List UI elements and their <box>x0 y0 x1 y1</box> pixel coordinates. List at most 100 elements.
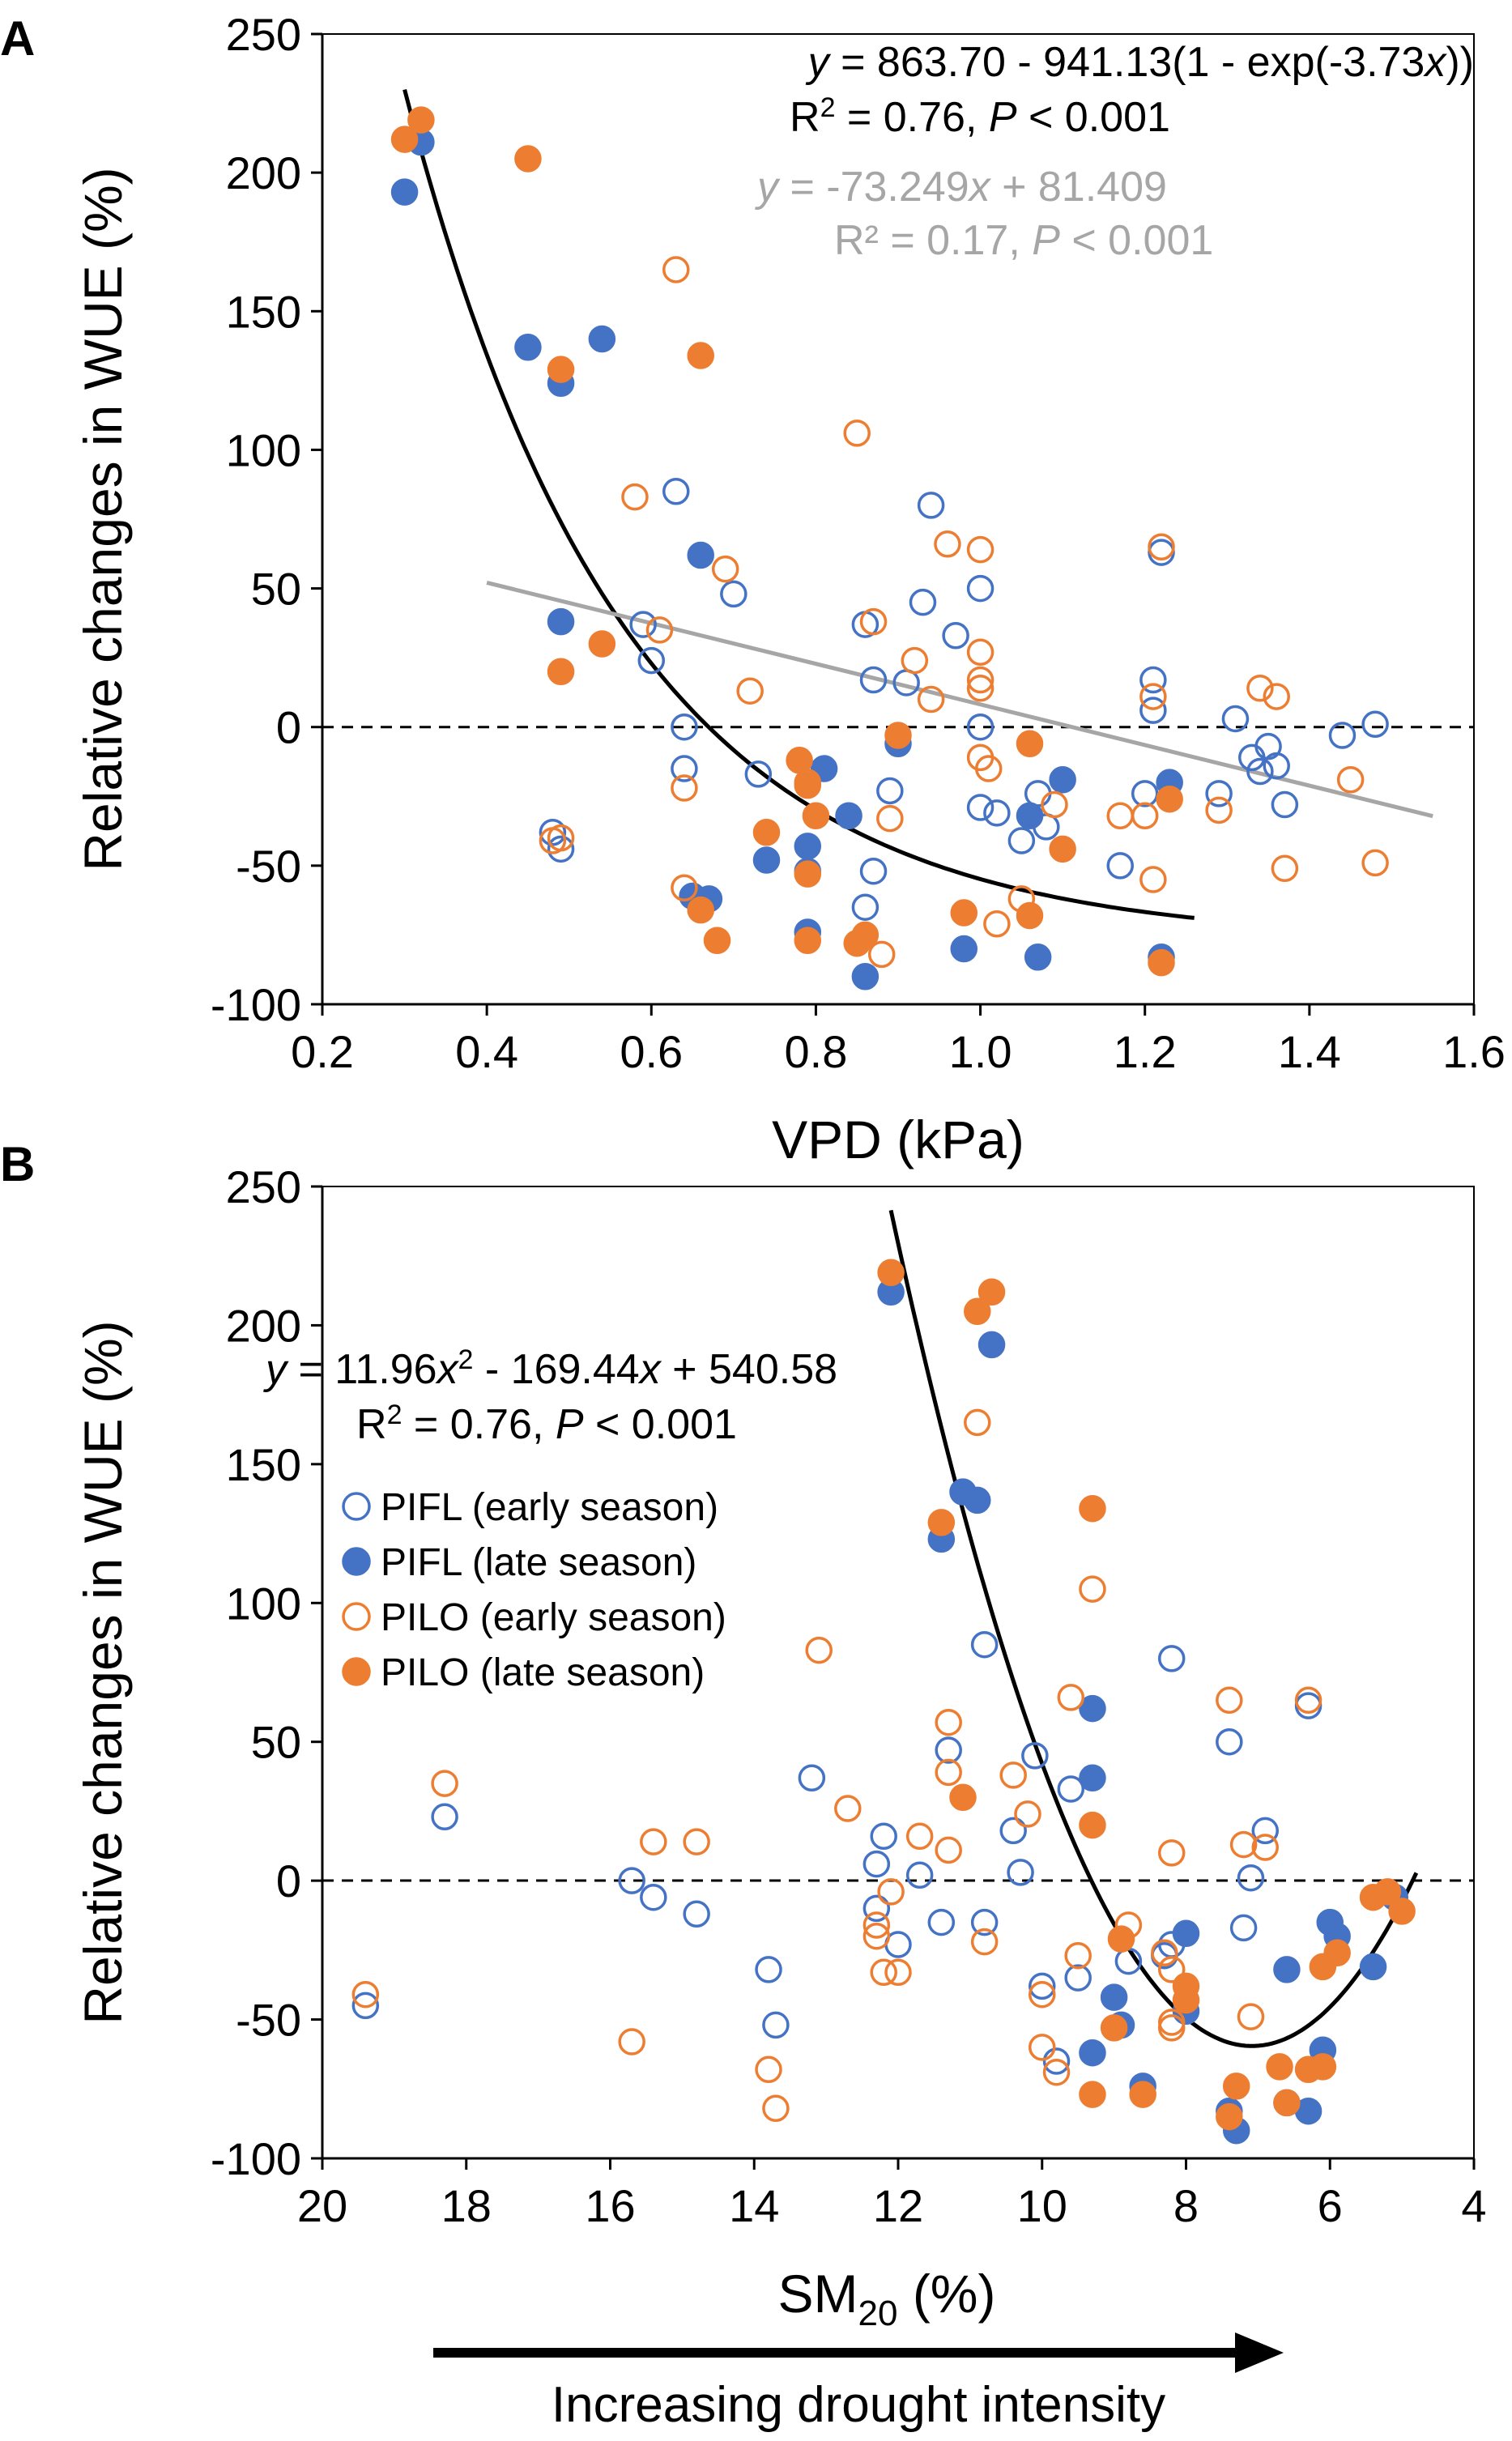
panel-a-x-tick-label: 1.6 <box>1442 1026 1506 1077</box>
panel-b-x-tick-label: 18 <box>441 2180 492 2231</box>
legend-marker-pifl-late <box>342 1547 371 1576</box>
panel-a-point-pifl-late <box>835 802 862 829</box>
panel-b-point-pilo-early <box>935 1758 962 1787</box>
panel-b-point-pilo-early <box>1057 1684 1085 1711</box>
panel-b-point-pilo-early <box>935 1836 962 1864</box>
panel-a-point-pilo-early <box>1271 854 1299 883</box>
panel-b-point-pifl-early <box>798 1764 826 1792</box>
panel-a-point-pilo-early <box>1205 796 1233 824</box>
panel-a-x-tick-label: 1.0 <box>949 1026 1012 1077</box>
panel-b-fits <box>888 1209 1419 2048</box>
panel-a-point-pilo-early <box>966 638 995 667</box>
panel-b-point-pilo-early <box>1064 1941 1092 1970</box>
panel-a-point-pilo-late <box>407 106 435 134</box>
panel-a-point-pifl-late <box>950 935 978 963</box>
panel-a-point-pilo-late <box>687 896 714 924</box>
panel-b-y-tick-label: -50 <box>236 1995 301 2046</box>
panel-b-point-pilo-late <box>1079 1811 1106 1839</box>
panel-a-point-pifl-early <box>1106 852 1134 880</box>
panel-b-point-pifl-early <box>1064 1964 1092 1992</box>
panel-a-point-pifl-early <box>1328 722 1357 749</box>
panel-b-ticks: 20 18 16 14 12 10 8 6 4 -100 -50 0 50 100 150 200 250 <box>211 1161 1487 2231</box>
panel-b-y-tick-label: 200 <box>226 1300 301 1351</box>
panel-a-point-pilo-late <box>794 771 822 799</box>
panel-b-x-tick-label: 8 <box>1173 2180 1199 2231</box>
panel-b-point-pilo-early <box>884 1958 912 1987</box>
panel-b-point-pifl-early <box>870 1822 897 1851</box>
panel-a-equation-linear: y = -73.249x + 81.409 <box>755 164 1167 211</box>
panel-b-y-tick-label: 150 <box>226 1439 301 1490</box>
panel-a-point-pilo-early <box>671 774 698 802</box>
panel-a-point-pilo-early <box>966 535 995 564</box>
panel-a-point-pifl-early <box>966 574 995 603</box>
panel-a-plot: 0.2 0.4 0.6 0.8 1.0 1.2 1.4 1.6 -100 -50 0 50 100 150… <box>211 9 1506 1077</box>
panel-a-point-pifl-late <box>390 178 419 206</box>
panel-b-quadratic-fit-line <box>888 1209 1419 2048</box>
panel-a-point-pilo-early <box>1361 849 1389 877</box>
panel-b-x-tick-label: 4 <box>1461 2180 1486 2231</box>
panel-b-point-pilo-early <box>1079 1575 1106 1603</box>
panel-a-point-pifl-early <box>966 794 995 821</box>
panel-b-point-pilo-late <box>1388 1898 1416 1925</box>
panel-a-point-pilo-late <box>547 356 575 383</box>
panel-b-point-pilo-early <box>1216 1686 1243 1715</box>
panel-b-point-pifl-late <box>1100 1983 1128 2011</box>
panel-b-point-pifl-early <box>1007 1859 1034 1886</box>
panel-b-point-pilo-late <box>1129 2081 1156 2108</box>
panel-b-point-pilo-late <box>1309 2053 1337 2081</box>
panel-a-point-pifl-early <box>671 713 698 741</box>
panel-a-point-pifl-early <box>859 857 888 885</box>
panel-a-point-pifl-early <box>1131 780 1159 807</box>
panel-a-point-pilo-late <box>1049 835 1076 863</box>
panel-a-point-pifl-early <box>983 799 1011 827</box>
panel-a-point-pifl-early <box>1238 743 1266 772</box>
panel-b-point-pifl-early <box>905 1861 934 1889</box>
panel-b-x-tick-label: 14 <box>729 2180 779 2231</box>
panel-b-point-pilo-early <box>1229 1830 1258 1859</box>
panel-b-x-tick-label: 20 <box>297 2180 347 2231</box>
panel-b-x-tick-label: 6 <box>1318 2180 1343 2231</box>
panel-a-y-tick-label: -100 <box>211 979 301 1030</box>
panel-b-point-pilo-early <box>964 1408 991 1437</box>
panel-b-y-label: Relative changes in WUE (%) <box>73 1320 133 2024</box>
panel-b-point-pilo-early <box>1251 1834 1280 1861</box>
legend-marker-pilo-late <box>342 1657 371 1686</box>
panel-b-plot: 20 18 16 14 12 10 8 6 4 -100 -50 0 50 100 150 200 250 <box>211 1161 1487 2231</box>
panel-a-y-label: Relative changes in WUE (%) <box>73 167 133 871</box>
legend-label-pilo-late: PILO (late season) <box>381 1651 705 1694</box>
panel-b-point-pifl-early <box>1216 1727 1243 1756</box>
panel-b-point-pilo-late <box>964 1297 991 1326</box>
panel-b-point-pilo-early <box>877 1878 905 1906</box>
panel-a-point-pilo-early <box>1139 683 1167 710</box>
panel-b-point-pifl-late <box>1172 1919 1200 1948</box>
panel-b-x-tick-label: 16 <box>585 2180 635 2231</box>
panel-b-point-pifl-early <box>970 1630 999 1659</box>
panel-a-point-pifl-early <box>1148 539 1175 566</box>
panel-b-x-tick-label: 12 <box>873 2180 923 2231</box>
panel-b-r2: R2 = 0.76, P < 0.001 <box>356 1399 737 1448</box>
panel-a-point-pilo-late <box>884 722 912 749</box>
panel-a-point-pifl-early <box>1221 705 1250 733</box>
panel-a-point-pilo-late <box>547 658 575 686</box>
panel-b-point-pilo-late <box>1172 1986 1200 2014</box>
drought-arrow-head <box>1235 2332 1284 2373</box>
panel-a-point-pifl-early <box>851 893 880 921</box>
panel-b-point-pilo-early <box>1029 2034 1056 2061</box>
panel-b-point-pilo-early <box>862 1922 891 1950</box>
panel-b-point-pilo-early <box>999 1762 1027 1789</box>
panel-a-point-pilo-early <box>901 646 929 675</box>
panel-a-point-pifl-early <box>1139 666 1167 694</box>
panel-b-point-pifl-early <box>1057 1775 1085 1803</box>
panel-b-point-pilo-late <box>949 1783 977 1812</box>
panel-a-point-pilo-early <box>711 555 739 583</box>
panel-b-point-pilo-late <box>1079 2081 1106 2108</box>
panel-a-point-pifl-early <box>671 755 698 782</box>
panel-a-point-pilo-early <box>843 420 871 447</box>
panel-a-point-pilo-early <box>966 666 995 694</box>
panel-a-point-pilo-early <box>1106 802 1134 829</box>
panel-b-point-pilo-late <box>1323 1939 1351 1967</box>
panel-b-point-pilo-late <box>877 1259 905 1287</box>
panel-a-y-tick-label: 150 <box>226 286 301 337</box>
panel-a-point-pilo-early <box>974 755 1003 782</box>
panel-a-x-tick-label: 0.6 <box>620 1026 683 1077</box>
